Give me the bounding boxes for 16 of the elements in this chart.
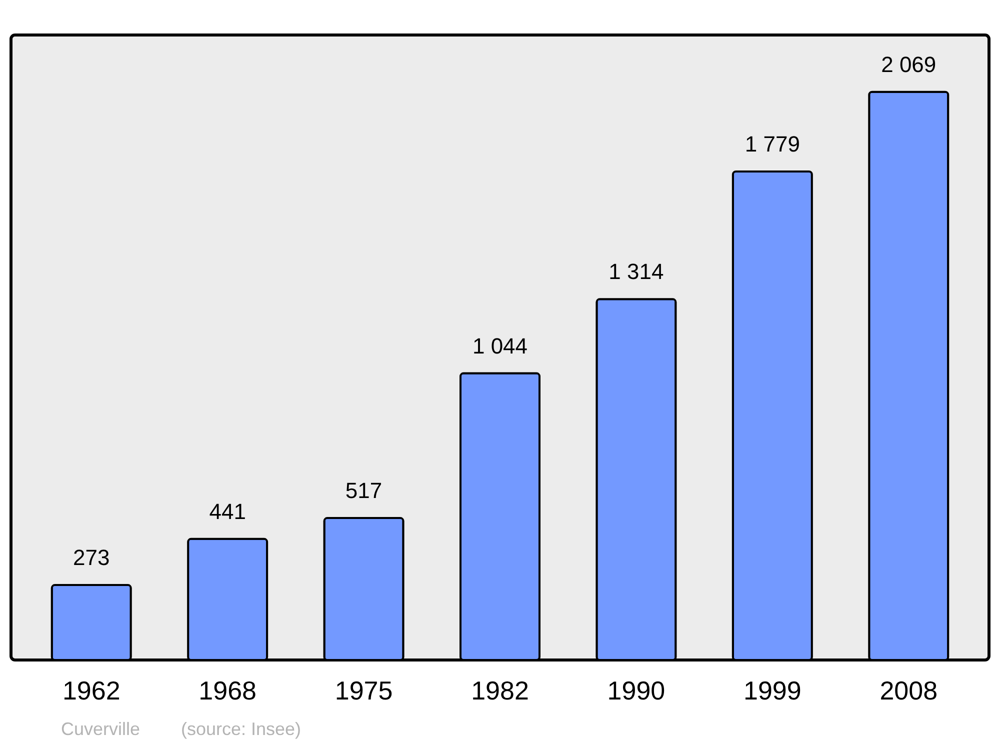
data-label: 1 314 (608, 259, 664, 284)
x-tick-label: 1975 (334, 676, 393, 706)
x-tick-label: 1999 (744, 676, 802, 706)
x-tick-label: 1968 (198, 676, 256, 706)
text: Cuverville (61, 719, 140, 739)
x-tick-label: 2008 (880, 676, 938, 706)
data-label: 273 (73, 545, 110, 570)
data-label: 517 (345, 478, 382, 504)
data-label: 1 779 (744, 131, 800, 156)
data-label: 2 069 (881, 52, 936, 77)
x-tick-label: 1982 (471, 676, 529, 706)
data-label: 1 044 (472, 333, 528, 358)
data-label: 441 (209, 498, 246, 524)
text: (source: Insee) (181, 719, 302, 739)
x-tick-label: 1990 (607, 676, 666, 706)
x-tick-label: 1962 (62, 676, 120, 706)
